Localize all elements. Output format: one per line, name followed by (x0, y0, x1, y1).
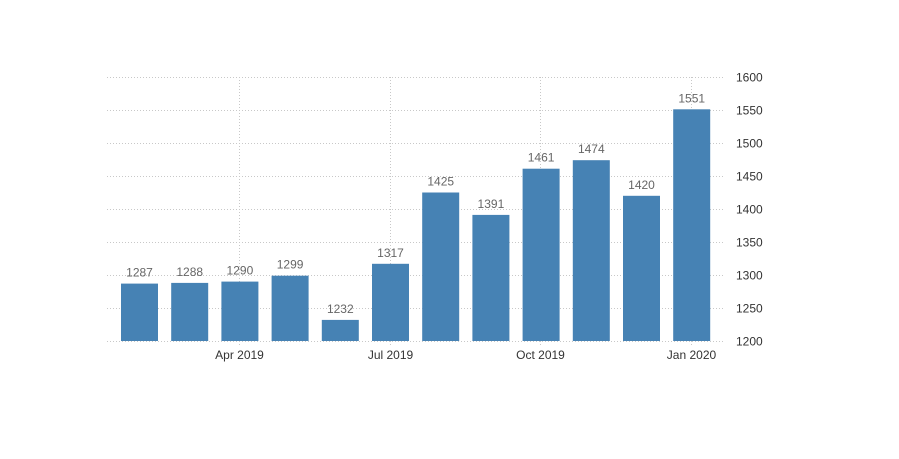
bar-value-label: 1391 (478, 197, 505, 211)
y-tick-label: 1250 (736, 302, 763, 316)
bar-value-label: 1299 (277, 258, 304, 272)
bar-value-label: 1474 (578, 142, 605, 156)
bars (121, 109, 711, 341)
bar-value-label: 1420 (628, 178, 655, 192)
x-tick-label: Oct 2019 (516, 348, 565, 362)
bar (572, 160, 610, 341)
bar (171, 282, 209, 341)
x-axis-ticks: Apr 2019 Jul 2019 Oct 2019 Jan 2020 (215, 348, 716, 362)
bar-value-label: 1232 (327, 302, 354, 316)
y-tick-label: 1400 (736, 203, 763, 217)
bar-value-label: 1461 (528, 151, 555, 165)
bar (372, 263, 409, 341)
bar (221, 281, 259, 341)
bar (271, 275, 309, 341)
y-tick-label: 1500 (736, 137, 763, 151)
bar (121, 283, 158, 341)
x-tick-label: Jul 2019 (368, 348, 414, 362)
y-tick-label: 1350 (736, 236, 763, 250)
y-tick-label: 1450 (736, 170, 763, 184)
y-tick-label: 1550 (736, 104, 763, 118)
bar-value-label: 1287 (126, 266, 153, 280)
bar (422, 192, 460, 341)
y-axis-ticks: 1200 1250 1300 1350 1400 1450 1500 1550 1600 (736, 71, 763, 349)
bar-value-label: 1425 (427, 175, 454, 189)
x-tick-label: Apr 2019 (215, 348, 264, 362)
y-tick-label: 1300 (736, 269, 763, 283)
y-tick-label: 1600 (736, 71, 763, 85)
bar-value-label: 1317 (377, 246, 404, 260)
bar (472, 214, 510, 341)
y-tick-label: 1200 (736, 335, 763, 349)
x-tick-label: Jan 2020 (667, 348, 717, 362)
bar (673, 109, 711, 341)
bar (522, 168, 560, 341)
bar (321, 319, 359, 341)
bar-value-label: 1288 (176, 265, 203, 279)
data-labels: 1287 1288 1290 1299 1232 1317 1425 1391 1461 1474… (126, 91, 705, 316)
bar-value-label: 1551 (678, 91, 705, 105)
bar-value-label: 1290 (227, 264, 254, 278)
bar (623, 195, 660, 341)
